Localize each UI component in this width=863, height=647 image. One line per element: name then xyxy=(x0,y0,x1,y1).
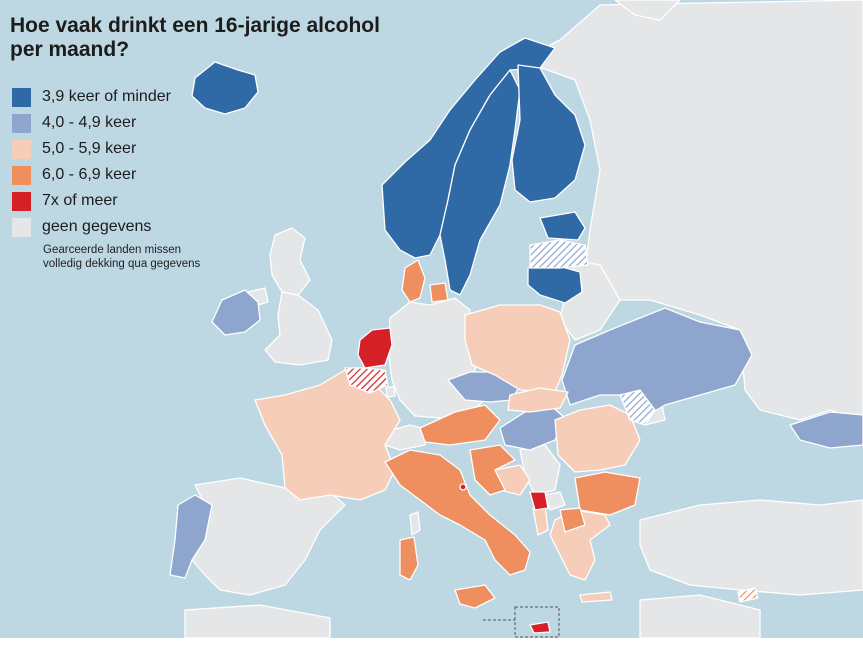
legend: 3,9 keer of minder 4,0 - 4,9 keer 5,0 - … xyxy=(12,84,171,240)
country-denmark xyxy=(401,259,426,303)
title-line-2: per maand? xyxy=(10,38,130,61)
country-belgium-hatched xyxy=(344,367,389,394)
country-north-africa xyxy=(184,604,331,638)
country-croatia xyxy=(469,444,516,496)
country-san-marino xyxy=(459,483,467,491)
country-finland xyxy=(511,64,586,203)
country-sardinia-corsica xyxy=(409,511,421,536)
legend-item: 4,0 - 4,9 keer xyxy=(12,110,171,136)
legend-item: geen gegevens xyxy=(12,214,171,240)
country-latvia-hatched xyxy=(529,239,589,269)
legend-label: 7x of meer xyxy=(42,192,118,209)
note-line-1: Gearceerde landen missen xyxy=(43,244,182,256)
country-romania xyxy=(554,404,641,473)
malta-inset-box xyxy=(514,606,560,638)
country-cyprus-hatched xyxy=(737,587,759,603)
legend-label: 4,0 - 4,9 keer xyxy=(42,114,137,131)
country-sicily xyxy=(454,584,496,609)
legend-swatch xyxy=(12,139,31,159)
hatching-note: Gearceerde landen missen volledig dekkin… xyxy=(43,243,273,271)
legend-item: 5,0 - 5,9 keer xyxy=(12,136,171,162)
country-england xyxy=(264,291,333,366)
country-greenland-edge xyxy=(614,0,681,21)
country-ukraine xyxy=(561,307,753,421)
legend-label: 3,9 keer of minder xyxy=(42,88,171,105)
country-slovakia xyxy=(507,387,569,413)
country-russia-east-sample xyxy=(789,411,863,449)
country-north-macedonia xyxy=(559,507,586,533)
legend-swatch xyxy=(12,217,31,237)
country-netherlands xyxy=(357,327,393,369)
legend-swatch xyxy=(12,113,31,133)
country-luxembourg xyxy=(385,385,396,398)
country-cyprus-area xyxy=(639,594,761,638)
country-portugal xyxy=(169,494,213,579)
country-poland xyxy=(464,304,571,393)
legend-label: geen gegevens xyxy=(42,218,152,235)
country-malta xyxy=(529,621,551,634)
country-russia xyxy=(519,0,863,421)
title-line-1: Hoe vaak drinkt een 16-jarige alcohol xyxy=(10,14,380,37)
country-montenegro xyxy=(529,491,549,511)
country-moldova-hatched xyxy=(619,389,656,426)
country-turkey xyxy=(639,499,863,596)
legend-swatch xyxy=(12,165,31,185)
legend-label: 5,0 - 5,9 keer xyxy=(42,140,137,157)
legend-label: 6,0 - 6,9 keer xyxy=(42,166,137,183)
country-greece-crete xyxy=(579,591,613,603)
country-iceland xyxy=(191,61,259,115)
country-italy xyxy=(384,449,531,576)
note-line-2: volledig dekking qua gegevens xyxy=(43,258,201,270)
country-austria xyxy=(419,404,501,446)
country-ireland xyxy=(211,289,261,336)
country-scotland xyxy=(269,227,311,296)
legend-swatch xyxy=(12,87,31,107)
country-sardinia xyxy=(399,536,419,581)
map-title: Hoe vaak drinkt een 16-jarige alcohol pe… xyxy=(10,14,430,62)
country-sweden xyxy=(439,69,521,296)
legend-swatch xyxy=(12,191,31,211)
legend-item: 7x of meer xyxy=(12,188,171,214)
legend-item: 6,0 - 6,9 keer xyxy=(12,162,171,188)
country-denmark-islands xyxy=(429,282,449,303)
legend-item: 3,9 keer of minder xyxy=(12,84,171,110)
country-balkan-north-macedonia xyxy=(544,491,566,511)
country-estonia xyxy=(539,211,586,241)
